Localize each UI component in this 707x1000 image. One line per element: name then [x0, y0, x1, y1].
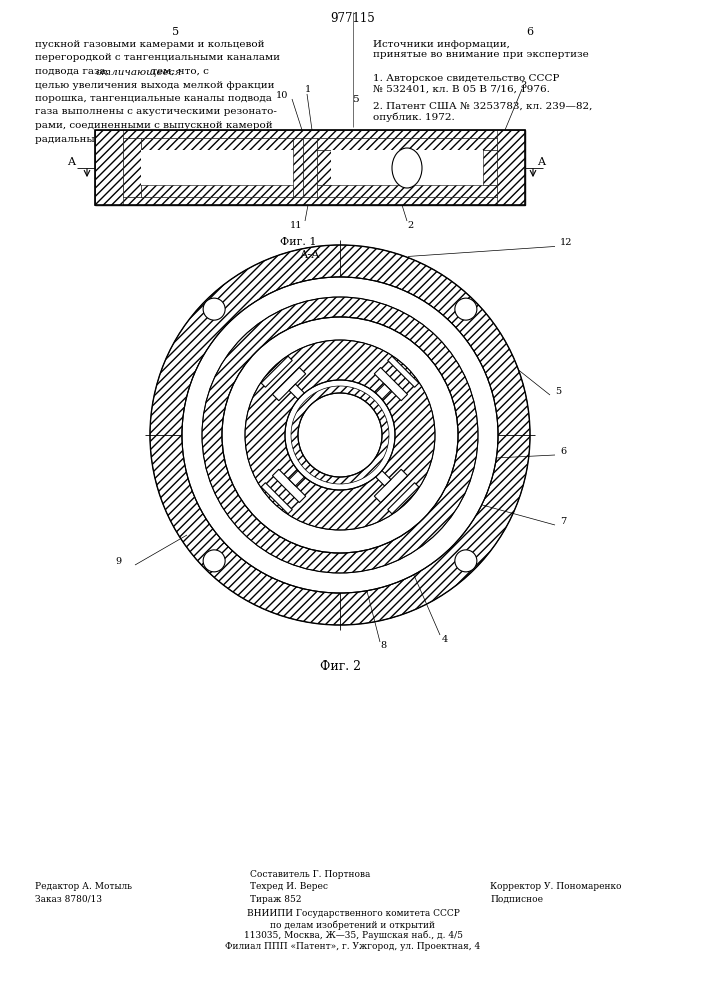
Text: 3: 3 — [520, 81, 526, 90]
Polygon shape — [369, 384, 391, 406]
Text: отличающееся: отличающееся — [96, 67, 182, 76]
Polygon shape — [289, 384, 311, 406]
Text: по делам изобретений и открытий: по делам изобретений и открытий — [271, 920, 436, 930]
Text: Источники информации,
принятые во внимание при экспертизе: Источники информации, принятые во вниман… — [373, 40, 589, 59]
Wedge shape — [202, 297, 478, 573]
Text: целью увеличения выхода мелкой фракции: целью увеличения выхода мелкой фракции — [35, 81, 274, 90]
Text: A: A — [67, 157, 75, 167]
Polygon shape — [387, 356, 419, 387]
Polygon shape — [261, 356, 292, 387]
Text: перегородкой с тангенциальными каналами: перегородкой с тангенциальными каналами — [35, 53, 280, 62]
Bar — [95, 130, 525, 205]
Text: Редактор А. Мотыль: Редактор А. Мотыль — [35, 882, 132, 891]
Bar — [317, 185, 497, 197]
Text: Подписное: Подписное — [490, 895, 543, 904]
Text: Фиг. 1: Фиг. 1 — [280, 237, 317, 247]
Bar — [95, 197, 525, 205]
Text: 8: 8 — [380, 642, 386, 650]
Polygon shape — [374, 469, 407, 503]
Text: ВНИИПИ Государственного комитета СССР: ВНИИПИ Государственного комитета СССР — [247, 909, 460, 918]
Text: 12: 12 — [560, 238, 573, 247]
Text: газа выполнены с акустическими резонато-: газа выполнены с акустическими резонато- — [35, 107, 277, 116]
Circle shape — [285, 380, 395, 490]
Text: тем, что, с: тем, что, с — [148, 67, 209, 76]
Circle shape — [298, 393, 382, 477]
Text: 5: 5 — [351, 95, 358, 104]
Text: 6: 6 — [560, 446, 566, 456]
Text: 10: 10 — [276, 91, 288, 100]
Text: 7: 7 — [560, 516, 566, 526]
Text: 113035, Москва, Ж—35, Раушская наб., д. 4/5: 113035, Москва, Ж—35, Раушская наб., д. … — [243, 931, 462, 940]
Text: 9: 9 — [115, 556, 121, 566]
Text: 977115: 977115 — [331, 12, 375, 25]
Text: 4: 4 — [442, 635, 448, 644]
Bar — [141, 185, 293, 197]
Bar — [497, 130, 525, 205]
Text: 1: 1 — [305, 86, 311, 95]
Bar — [303, 138, 317, 197]
Text: А-А: А-А — [300, 250, 320, 260]
Text: Филиал ППП «Патент», г. Ужгород, ул. Проектная, 4: Филиал ППП «Патент», г. Ужгород, ул. Про… — [226, 942, 481, 951]
Text: 6: 6 — [527, 27, 534, 37]
Text: 5: 5 — [173, 27, 180, 37]
Bar — [331, 150, 483, 185]
Text: Заказ 8780/13: Заказ 8780/13 — [35, 895, 102, 904]
Text: 11: 11 — [289, 221, 302, 230]
Text: радиальными щелями.: радиальными щелями. — [35, 134, 160, 143]
Text: A: A — [537, 157, 545, 167]
Text: порошка, тангенциальные каналы подвода: порошка, тангенциальные каналы подвода — [35, 94, 272, 103]
Polygon shape — [261, 483, 292, 514]
Polygon shape — [369, 464, 391, 486]
Bar — [483, 150, 497, 185]
Bar — [141, 138, 293, 150]
Wedge shape — [150, 245, 530, 625]
Text: Техред И. Верес: Техред И. Верес — [250, 882, 328, 891]
Text: рами, соединенными с выпускной камерой: рами, соединенными с выпускной камерой — [35, 121, 273, 130]
Bar — [95, 130, 123, 205]
Circle shape — [455, 550, 477, 572]
Bar — [293, 138, 303, 197]
Circle shape — [455, 298, 477, 320]
Text: Фиг. 2: Фиг. 2 — [320, 660, 361, 673]
Circle shape — [182, 277, 498, 593]
Polygon shape — [289, 464, 311, 486]
Text: Тираж 852: Тираж 852 — [250, 895, 301, 904]
Circle shape — [291, 386, 389, 484]
Polygon shape — [387, 483, 419, 514]
Bar — [141, 150, 293, 185]
Text: пускной газовыми камерами и кольцевой: пускной газовыми камерами и кольцевой — [35, 40, 264, 49]
Bar — [123, 138, 141, 197]
Text: подвода газа,: подвода газа, — [35, 67, 112, 76]
Text: 2: 2 — [407, 221, 414, 230]
Text: Составитель Г. Портнова: Составитель Г. Портнова — [250, 870, 370, 879]
Polygon shape — [272, 367, 305, 401]
Wedge shape — [245, 340, 435, 530]
Text: Корректор У. Пономаренко: Корректор У. Пономаренко — [490, 882, 621, 891]
Bar — [317, 138, 497, 150]
Text: 5: 5 — [555, 386, 561, 395]
Polygon shape — [374, 367, 407, 401]
Bar — [95, 130, 525, 138]
Circle shape — [203, 298, 225, 320]
Circle shape — [222, 317, 458, 553]
Bar — [95, 130, 525, 205]
Bar — [317, 150, 331, 185]
Circle shape — [203, 550, 225, 572]
Text: 1. Авторское свидетельство СССР
№ 532401, кл. В 05 В 7/16, 1976.: 1. Авторское свидетельство СССР № 532401… — [373, 74, 559, 93]
Ellipse shape — [392, 148, 422, 188]
Polygon shape — [272, 469, 305, 503]
Text: 2. Патент США № 3253783, кл. 239—82,
опублик. 1972.: 2. Патент США № 3253783, кл. 239—82, опу… — [373, 102, 592, 122]
Circle shape — [293, 388, 387, 482]
